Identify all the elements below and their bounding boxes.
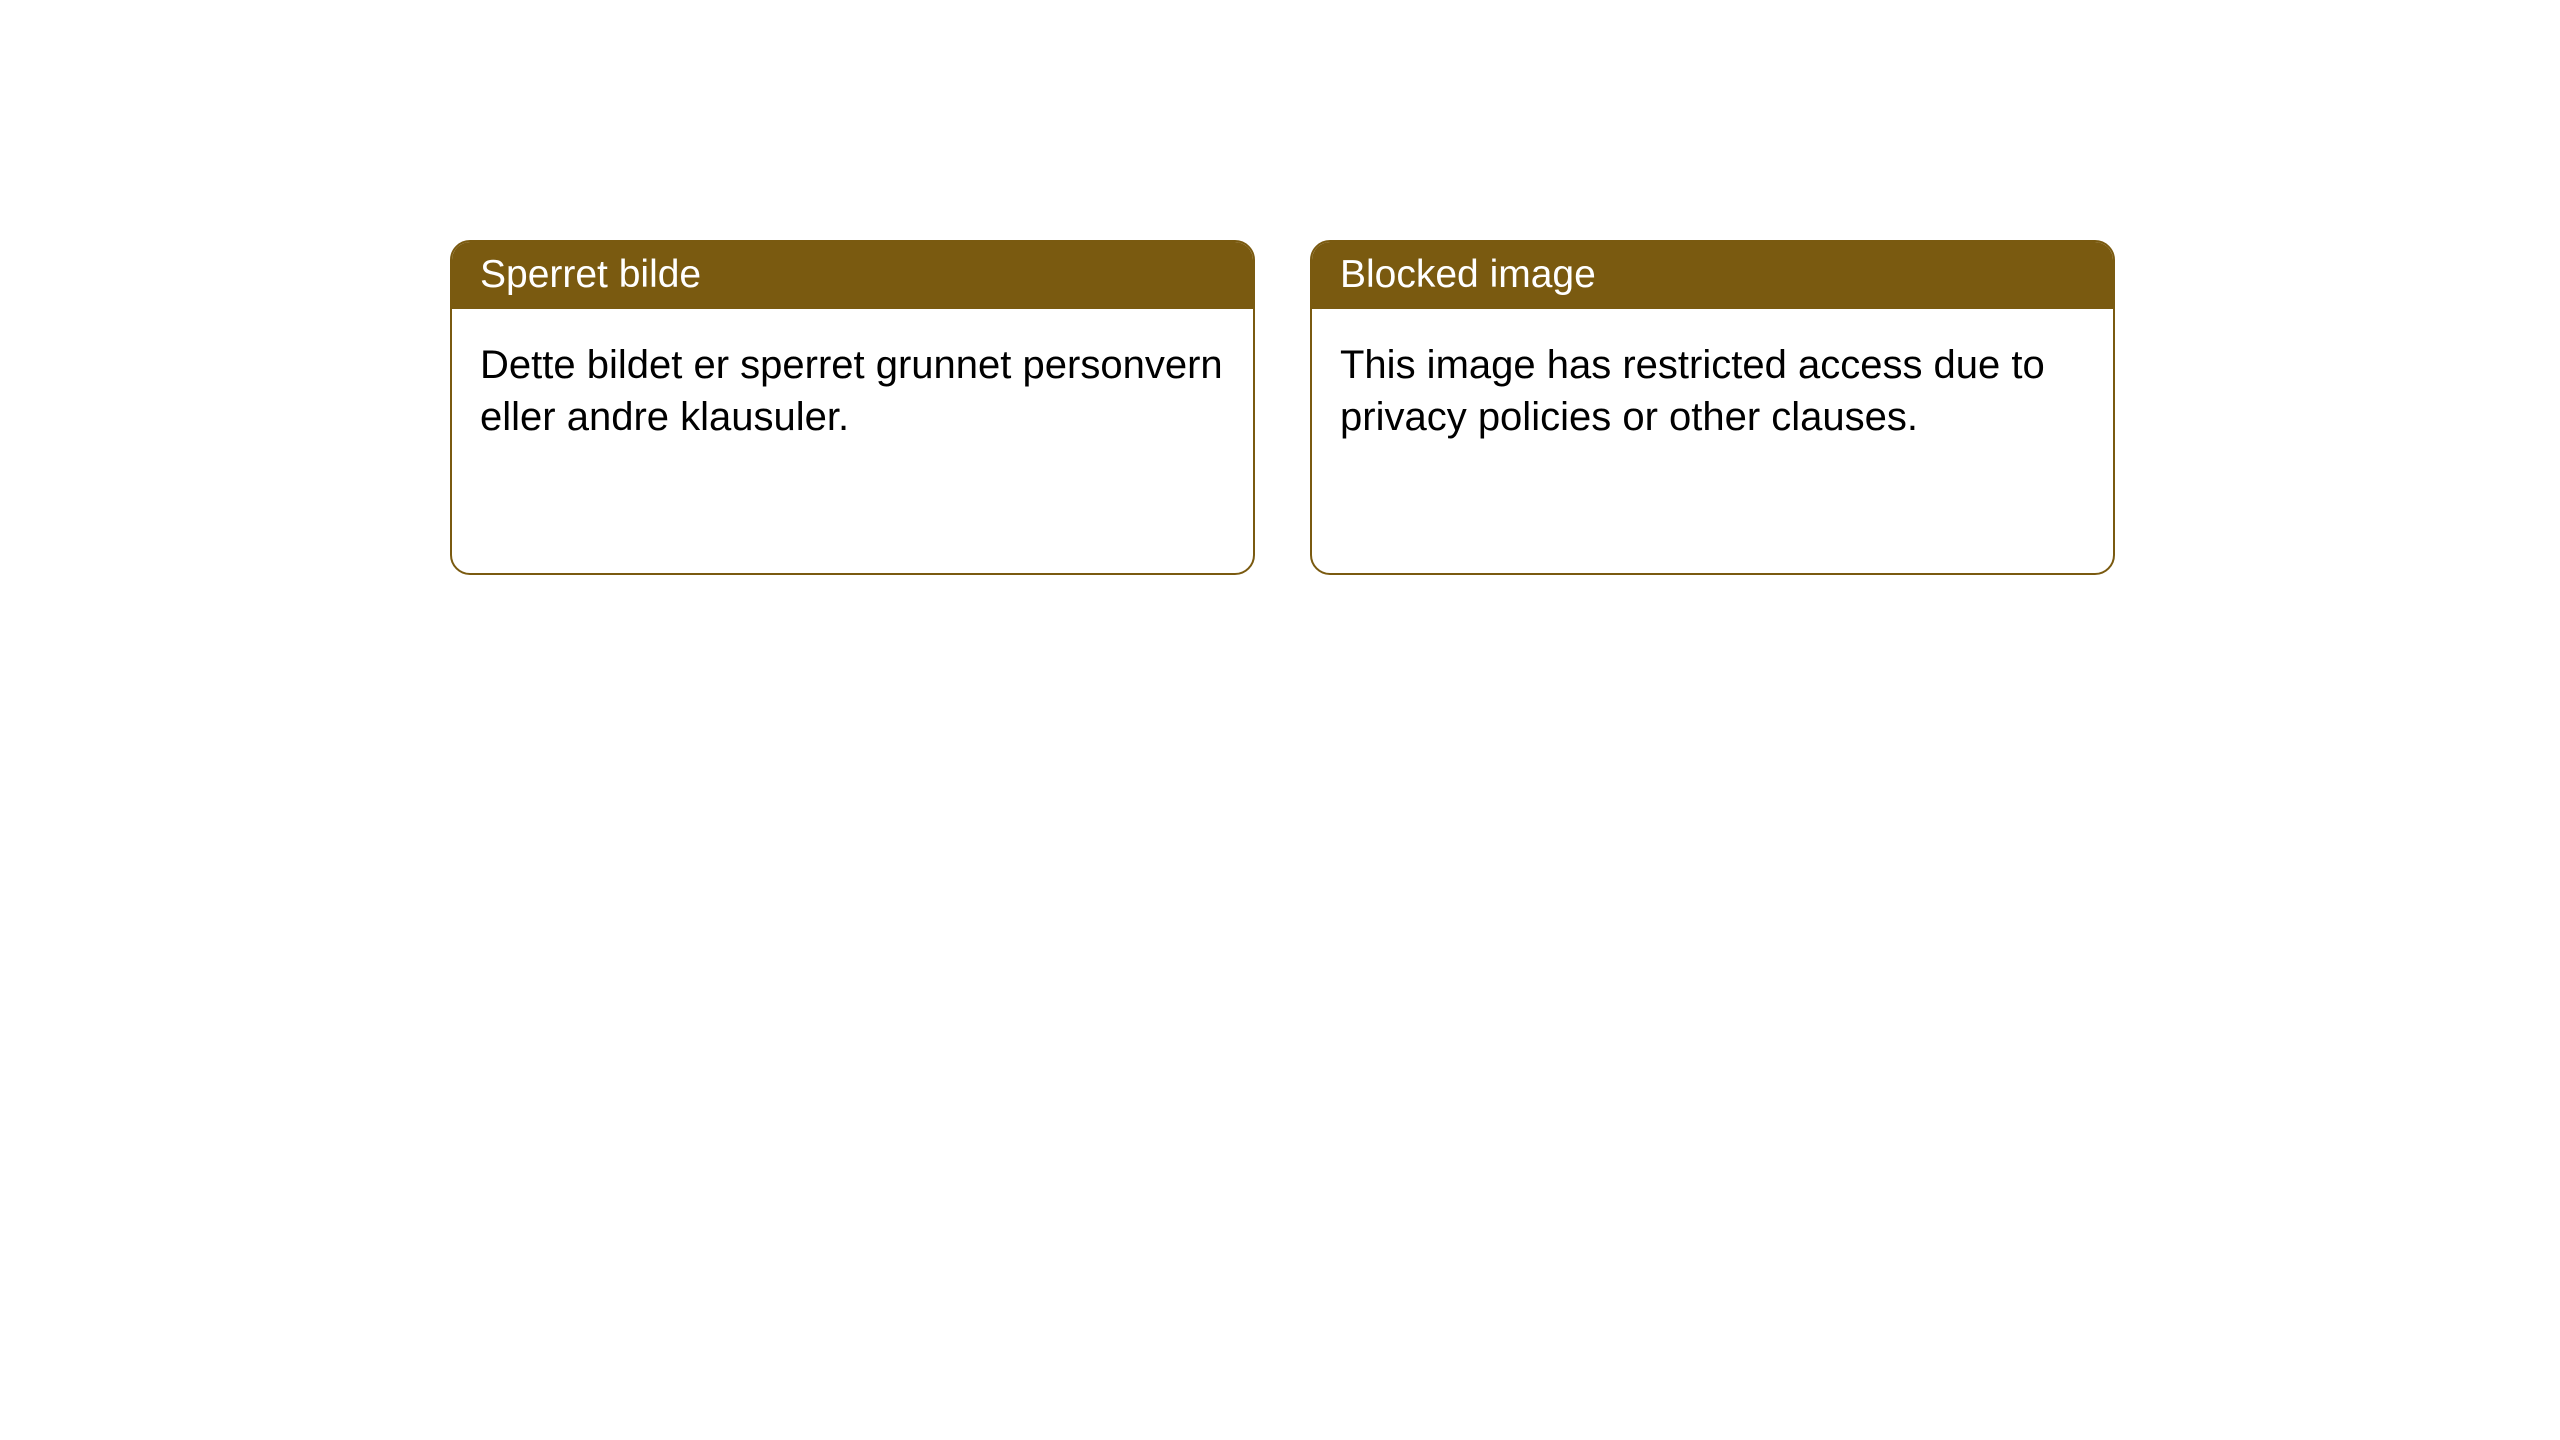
- notice-header: Blocked image: [1312, 242, 2113, 309]
- notice-body: This image has restricted access due to …: [1312, 309, 2113, 473]
- notice-card-english: Blocked image This image has restricted …: [1310, 240, 2115, 575]
- notice-card-norwegian: Sperret bilde Dette bildet er sperret gr…: [450, 240, 1255, 575]
- notice-container: Sperret bilde Dette bildet er sperret gr…: [0, 0, 2560, 575]
- notice-body: Dette bildet er sperret grunnet personve…: [452, 309, 1253, 473]
- notice-header: Sperret bilde: [452, 242, 1253, 309]
